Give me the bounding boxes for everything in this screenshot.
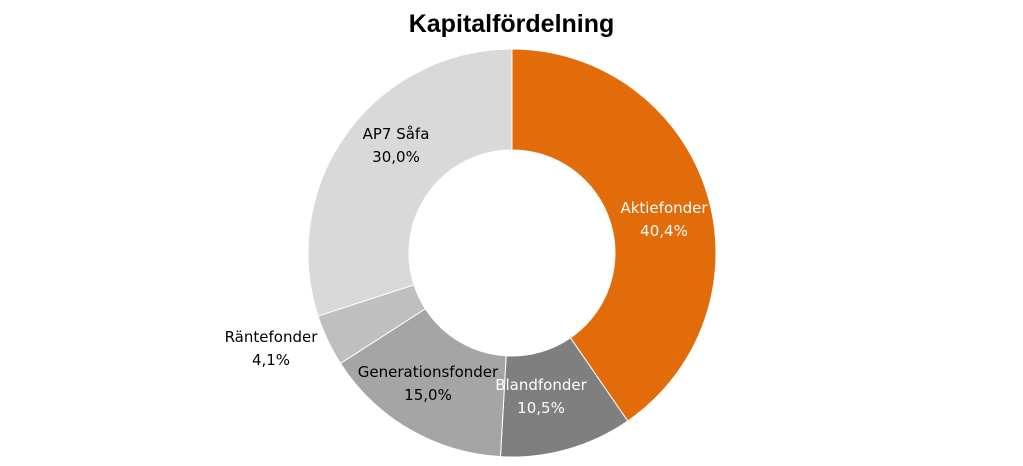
- slice-label-ap7-safa: AP7 Såfa 30,0%: [363, 125, 430, 166]
- chart-title: Kapitalfördelning: [408, 10, 615, 38]
- slice-label-value: 4,1%: [252, 351, 290, 369]
- slice-label-blandfonder: Blandfonder 10,5%: [495, 376, 587, 417]
- slice-label-value: 30,0%: [372, 148, 420, 166]
- slice-generationsfonder: [339, 308, 507, 458]
- slice-label-generationsfonder: Generationsfonder 15,0%: [358, 363, 499, 404]
- slice-label-rantefonder: Räntefonder 4,1%: [225, 328, 319, 369]
- slice-label-name: Aktiefonder: [620, 199, 708, 217]
- slice-label-value: 15,0%: [404, 386, 452, 404]
- slice-label-name: Blandfonder: [495, 376, 587, 394]
- slice-label-value: 40,4%: [640, 222, 688, 240]
- slice-label-value: 10,5%: [517, 399, 565, 417]
- slice-label-aktiefonder: Aktiefonder 40,4%: [620, 199, 708, 240]
- slice-aktiefonder: [511, 48, 717, 422]
- slice-label-name: AP7 Såfa: [363, 125, 430, 143]
- slice-ap7-safa: [307, 48, 513, 317]
- slice-label-name: Generationsfonder: [358, 363, 499, 381]
- slice-label-name: Räntefonder: [225, 328, 319, 346]
